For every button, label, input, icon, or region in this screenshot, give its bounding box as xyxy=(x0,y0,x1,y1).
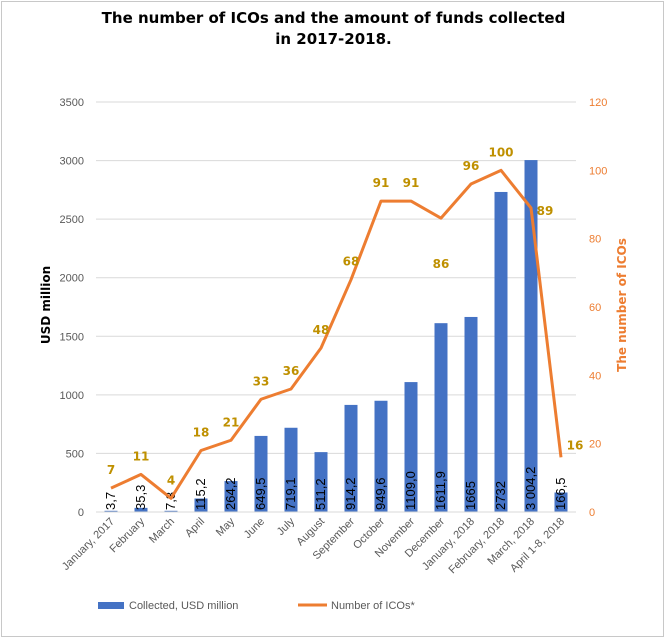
bar-value-label: 2732 xyxy=(493,481,508,510)
line-value-label: 100 xyxy=(488,145,513,159)
bar-value-label: 3 004,2 xyxy=(523,467,538,510)
y-tick-label: 2500 xyxy=(60,214,84,226)
bar-value-label: 1109,0 xyxy=(403,471,418,510)
chart-title-line2: in 2017-2018. xyxy=(275,30,392,48)
line-value-label: 86 xyxy=(433,257,450,271)
y-tick-label: 500 xyxy=(66,448,84,460)
y2-tick-label: 0 xyxy=(589,507,595,519)
bar-value-label: 264,2 xyxy=(223,477,238,510)
bar xyxy=(404,382,418,512)
bar-value-label: 649,5 xyxy=(253,477,268,510)
y2-tick-label: 60 xyxy=(589,302,601,314)
y2-tick-label: 40 xyxy=(589,370,601,382)
bar-value-label: 511,2 xyxy=(313,478,328,510)
category-label: April 1-8, 2018 xyxy=(508,516,567,575)
bar xyxy=(554,492,568,512)
bar xyxy=(104,510,118,512)
y-axis-label: USD million xyxy=(39,266,53,344)
line-series: 7 11 4 18 21 33 36 48 68 91 91 86 96 100 89 16 xyxy=(107,145,584,500)
legend: Collected, USD million Number of ICOs* xyxy=(98,600,415,612)
legend-swatch-bars xyxy=(98,602,124,609)
bar-series: 3,7 35,3 7,3 115,2 264,2 649,5 719,1 511,2 914,2… xyxy=(103,160,568,513)
category-label: April xyxy=(183,516,207,540)
category-label: March xyxy=(147,516,177,546)
bar xyxy=(164,510,178,512)
line-value-label: 68 xyxy=(343,255,360,269)
left-axis-ticks: 0 500 1000 1500 2000 2500 3000 3500 xyxy=(60,97,84,519)
y-tick-label: 0 xyxy=(78,507,84,519)
y-tick-label: 3500 xyxy=(60,97,84,109)
line-value-label: 7 xyxy=(107,463,115,477)
y-tick-label: 1000 xyxy=(60,390,84,402)
line-value-label: 91 xyxy=(403,176,420,190)
bar xyxy=(254,435,268,512)
bar-value-label: 914,2 xyxy=(343,477,358,510)
bar xyxy=(344,404,358,512)
line-value-label: 89 xyxy=(537,204,554,218)
bar-value-label: 35,3 xyxy=(133,485,148,510)
bar-value-label: 1611,9 xyxy=(433,471,448,510)
right-axis-ticks: 0 20 40 60 80 100 120 xyxy=(589,97,607,519)
ico-count-line xyxy=(110,168,563,500)
y2-tick-label: 80 xyxy=(589,234,601,246)
bar xyxy=(524,160,538,513)
category-label: June xyxy=(242,516,267,541)
bar-value-label: 115,2 xyxy=(193,478,208,510)
line-value-label: 21 xyxy=(223,415,240,429)
y-tick-label: 2000 xyxy=(60,273,84,285)
y2-tick-label: 20 xyxy=(589,439,601,451)
bar xyxy=(494,191,508,513)
legend-label-bars: Collected, USD million xyxy=(129,600,238,612)
bar xyxy=(374,400,388,512)
line-value-label: 96 xyxy=(463,159,480,173)
bar xyxy=(134,507,148,512)
line-value-label: 36 xyxy=(283,364,300,378)
line-value-label: 91 xyxy=(373,176,390,190)
y2-tick-label: 120 xyxy=(589,97,607,109)
bar xyxy=(434,323,448,512)
chart-title: The number of ICOs and the amount of fun… xyxy=(0,8,667,50)
bar-value-label: 3,7 xyxy=(103,492,118,510)
y2-tick-label: 100 xyxy=(589,165,607,177)
bar-value-label: 719,1 xyxy=(283,477,298,510)
bar-value-label: 1665 xyxy=(463,481,478,510)
bar xyxy=(314,452,328,512)
line-value-label: 16 xyxy=(567,438,584,452)
line-value-label: 18 xyxy=(193,426,210,440)
bar xyxy=(464,316,478,512)
bar-value-label: 949,6 xyxy=(373,477,388,510)
y-tick-label: 1500 xyxy=(60,331,84,343)
line-value-label: 48 xyxy=(313,323,330,337)
category-label: July xyxy=(275,515,298,538)
line-value-label: 33 xyxy=(253,374,270,388)
category-label: May xyxy=(214,515,238,539)
chart-title-line1: The number of ICOs and the amount of fun… xyxy=(101,9,566,27)
legend-label-line: Number of ICOs* xyxy=(331,600,415,612)
category-label: January, 2017 xyxy=(60,516,117,573)
category-label: January, 2018 xyxy=(420,516,477,573)
bar xyxy=(284,427,298,512)
bar xyxy=(194,498,208,512)
bar xyxy=(224,481,238,512)
y-tick-label: 3000 xyxy=(60,156,84,168)
y2-axis-label: The number of ICOs xyxy=(615,238,629,372)
line-value-label: 4 xyxy=(167,473,175,487)
line-value-label: 11 xyxy=(133,449,150,463)
bar-value-label: 166,5 xyxy=(553,477,568,510)
